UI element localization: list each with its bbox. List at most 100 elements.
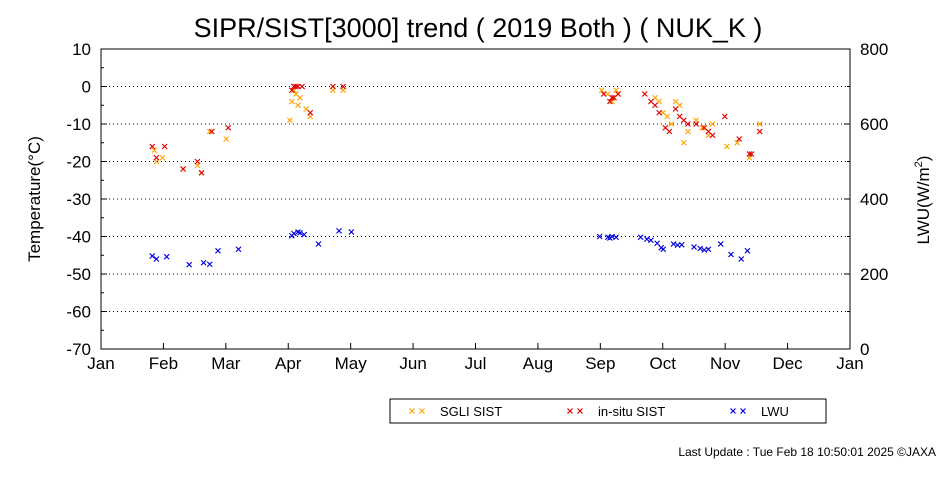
x-tick-label: Jan (836, 354, 863, 373)
data-point (194, 158, 201, 165)
data-point (637, 234, 644, 241)
legend-label: in-situ SIST (598, 404, 665, 419)
x-tick-label: Mar (211, 354, 241, 373)
data-point (648, 237, 654, 244)
y-left-tick-label: -30 (66, 190, 91, 209)
legend-box (389, 398, 827, 424)
y-axis-left: 10 0 -10 -20 -30 -40 -50 -60 -70 (66, 40, 107, 359)
data-point (652, 102, 658, 109)
data-point (728, 251, 734, 258)
data-point (736, 136, 743, 142)
data-point (340, 83, 347, 90)
legend-item: in-situ SIST (567, 404, 665, 419)
legend: SGLI SIST in-situ SIST LWU (389, 398, 827, 424)
data-point (149, 253, 156, 259)
y-axis-right-label: LWU(W/m2) (913, 156, 933, 245)
y-left-tick-label: -70 (66, 340, 91, 359)
data-point (699, 124, 706, 131)
data-point (295, 102, 301, 109)
series-lwu (149, 227, 751, 268)
data-point (206, 128, 213, 135)
y-right-tick-label: 400 (860, 190, 888, 209)
data-point (153, 154, 160, 161)
x-tick-label: Apr (275, 354, 302, 373)
data-point (709, 121, 716, 127)
data-point (705, 246, 712, 253)
x-tick-label: Jul (465, 354, 487, 373)
x-tick-label: Feb (149, 354, 178, 373)
legend-label: SGLI SIST (440, 404, 502, 419)
y-right-tick-label: 0 (860, 340, 869, 359)
data-point (180, 166, 187, 172)
last-update-text: Last Update : Tue Feb 18 10:50:01 2025 ©… (678, 445, 936, 459)
data-point (299, 83, 306, 90)
data-point (756, 128, 763, 135)
data-point (307, 109, 314, 116)
legend-label: LWU (761, 404, 789, 419)
data-point (348, 229, 355, 235)
data-point (598, 87, 605, 94)
data-point (223, 136, 230, 142)
data-point (153, 256, 160, 262)
x-tick-label: May (335, 354, 368, 373)
data-point (721, 113, 728, 120)
data-point (746, 151, 753, 157)
data-point (664, 113, 671, 120)
y-right-tick-label: 600 (860, 115, 888, 134)
y-left-tick-label: -10 (66, 115, 91, 134)
y-axis-right: 800 600 400 200 0 (844, 40, 888, 359)
data-point (286, 117, 293, 124)
data-point (208, 128, 215, 135)
data-point (163, 253, 170, 260)
data-point (668, 121, 675, 127)
x-tick-label: Jan (87, 354, 114, 373)
data-point (672, 106, 679, 112)
data-point (159, 154, 166, 161)
data-point (336, 227, 342, 234)
data-point (297, 94, 303, 101)
y-left-tick-label: -20 (66, 153, 91, 172)
data-point (225, 124, 232, 131)
legend-item: LWU (730, 404, 789, 419)
data-point (293, 83, 299, 90)
data-point (613, 87, 619, 94)
data-point (297, 229, 303, 236)
y-right-tick-label: 200 (860, 265, 888, 284)
data-point (615, 91, 622, 97)
chart-canvas: SIPR/SIST[3000] trend ( 2019 Both ) ( NU… (25, 13, 933, 424)
y-left-tick-label: -40 (66, 228, 91, 247)
x-tick-label: Nov (710, 354, 741, 373)
data-point (596, 233, 603, 240)
x-tick-label: Aug (523, 354, 553, 373)
data-point (684, 121, 691, 127)
data-point (600, 91, 607, 97)
data-point (744, 247, 751, 254)
x-tick-label: Oct (650, 354, 677, 373)
legend-marker (577, 408, 583, 414)
legend-marker (419, 408, 425, 414)
data-point (723, 143, 730, 150)
x-tick-label: Dec (772, 354, 803, 373)
legend-marker (730, 408, 736, 414)
x-tick-label: Jun (399, 354, 426, 373)
data-point (643, 236, 650, 243)
y-left-tick-label: -50 (66, 265, 91, 284)
data-point (613, 234, 619, 241)
data-point (748, 151, 755, 157)
data-point (290, 230, 297, 237)
y-axis-left-label: Temperature(°C) (25, 136, 44, 262)
data-point (215, 247, 221, 254)
data-point (666, 128, 673, 135)
y-left-tick-label: 0 (82, 78, 91, 97)
data-point (734, 139, 741, 146)
data-point (149, 143, 156, 150)
plot-frame (100, 48, 851, 350)
legend-marker (567, 408, 573, 414)
data-point (697, 245, 704, 252)
data-point (329, 83, 336, 90)
data-point (709, 132, 716, 139)
data-point (656, 109, 663, 116)
data-point (186, 261, 193, 268)
data-point (315, 241, 322, 247)
legend-item: SGLI SIST (409, 404, 502, 419)
